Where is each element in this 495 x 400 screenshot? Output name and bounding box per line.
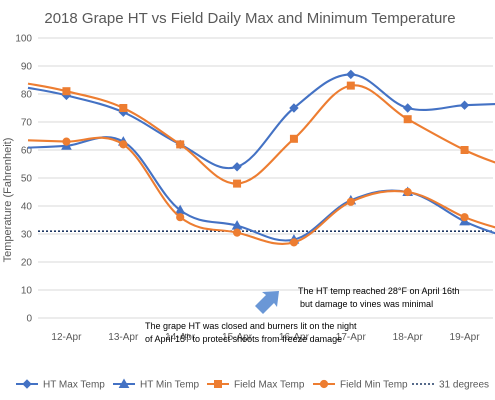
y-tick-label: 50 [21,174,33,185]
y-tick-label: 100 [15,34,32,45]
legend-label: Field Max Temp [234,380,305,391]
data-point [119,140,128,149]
data-point [289,103,299,113]
series-line [27,136,495,242]
annotation-burners-text-b: to protect shoots from freeze damage [190,334,342,344]
annotation-burners-superscript: th [185,334,190,340]
data-point [460,146,469,154]
y-tick-label: 70 [21,118,33,129]
legend-label: HT Min Temp [140,380,200,391]
annotation-burners-text-a: of April 15 [145,334,185,344]
series-1 [27,136,495,244]
annotation-burners-line-1: The grape HT was closed and burners lit … [145,321,357,331]
data-point [346,69,356,80]
legend-marker [22,379,32,389]
legend-label: Field Min Temp [340,380,408,391]
x-tick-label: 18-Apr [393,332,424,343]
data-point [403,115,412,124]
data-point [460,213,469,222]
annotations: The HT temp reached 28°F on April 16th b… [145,286,460,344]
x-tick-label: 16-Apr [279,332,310,343]
chart-title: 2018 Grape HT vs Field Daily Max and Min… [44,10,455,27]
legend-item: HT Max Temp [16,379,105,391]
data-point [119,104,128,112]
series-0 [27,69,495,172]
y-tick-label: 40 [21,202,33,213]
y-tick-label: 90 [21,62,33,73]
data-point [62,137,71,146]
data-point [176,140,185,149]
data-point [403,187,412,197]
y-tick-label: 60 [21,146,33,157]
x-tick-label: 17-Apr [336,332,367,343]
legend-marker [118,378,130,388]
legend-marker [319,379,329,389]
legend-label: 31 degrees [439,380,489,391]
y-tick-label: 80 [21,90,33,101]
legend: HT Max Temp HT Min Temp Field Max Temp Fiel… [16,378,489,391]
series-3 [27,136,495,247]
data-point [346,81,355,90]
data-point [232,162,242,172]
y-tick-label: 30 [21,230,33,241]
legend-item: Field Max Temp [207,380,305,391]
legend-marker [214,380,222,388]
y-tick-label: 0 [26,314,32,325]
series-line [27,136,495,245]
legend-item: HT Min Temp [113,378,200,391]
series-line [27,82,495,185]
grid [38,37,493,319]
legend-label: HT Max Temp [43,380,105,391]
arrow-icon [255,291,279,314]
data-point [62,87,71,96]
data-point [233,179,242,188]
x-tick-label: 13-Apr [108,332,139,343]
legend-item: Field Min Temp [313,380,408,391]
series-group [27,69,495,247]
data-point [289,238,299,247]
x-axis-ticks: 12-Apr 13-Apr 14-Apr 15-Apr 16-Apr 17-Apr 18-A… [51,332,480,343]
y-tick-label: 10 [21,286,33,297]
legend-item: 31 degrees [412,380,489,391]
data-point [289,134,298,143]
y-axis-ticks: 0 10 20 30 40 50 60 70 80 90 100 [15,34,32,325]
x-tick-label: 14-Apr [165,332,196,343]
annotation-burners-line-2: of April 15th to protect shoots from fre… [145,334,342,344]
x-tick-label: 12-Apr [51,332,82,343]
x-tick-label: 19-Apr [450,332,481,343]
data-point [176,213,185,222]
y-tick-label: 20 [21,258,33,269]
series-line [27,73,495,170]
y-axis-label: Temperature (Fahrenheit) [2,138,14,263]
data-point [402,103,413,113]
data-point [459,100,470,110]
series-2 [27,81,495,188]
x-tick-label: 15-Apr [222,332,253,343]
data-point [346,197,355,206]
annotation-ht-line-1: The HT temp reached 28°F on April 16th [298,286,460,296]
data-point [232,228,242,237]
annotation-ht-line-2: but damage to vines was minimal [300,299,433,309]
